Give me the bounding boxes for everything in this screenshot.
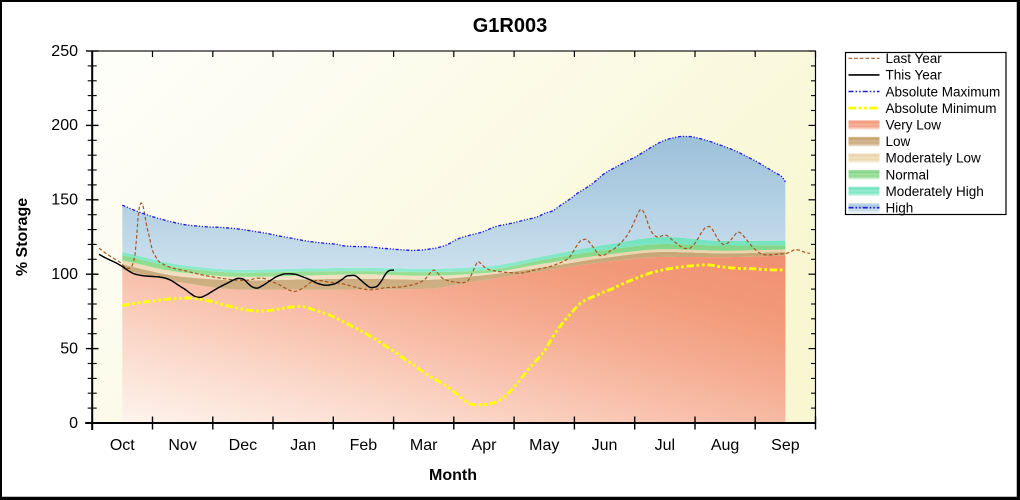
svg-text:Mar: Mar [410,437,438,454]
svg-text:G1R003: G1R003 [473,15,548,37]
svg-text:Absolute Maximum: Absolute Maximum [886,84,1001,99]
svg-text:Jul: Jul [655,437,675,454]
svg-text:150: 150 [51,192,78,209]
svg-text:50: 50 [60,340,78,357]
svg-text:Jun: Jun [592,437,618,454]
svg-text:0: 0 [69,415,78,432]
svg-text:This Year: This Year [886,68,943,83]
svg-text:Sep: Sep [771,437,800,454]
svg-text:Normal: Normal [886,167,930,182]
svg-text:Last Year: Last Year [886,51,943,66]
svg-text:100: 100 [51,266,78,283]
svg-text:Dec: Dec [229,437,257,454]
svg-text:Nov: Nov [168,437,196,454]
svg-text:% Storage: % Storage [14,198,31,276]
svg-text:Absolute Minimum: Absolute Minimum [886,101,997,116]
svg-text:Moderately Low: Moderately Low [886,151,982,166]
svg-text:Apr: Apr [472,437,498,454]
svg-text:Jan: Jan [290,437,316,454]
svg-text:250: 250 [51,43,78,60]
svg-text:200: 200 [51,117,78,134]
svg-text:Oct: Oct [110,437,135,454]
svg-text:High: High [886,201,914,216]
svg-text:May: May [529,437,559,454]
svg-text:Low: Low [886,134,911,149]
svg-text:Moderately High: Moderately High [886,184,984,199]
svg-text:Very Low: Very Low [886,118,942,133]
svg-text:Aug: Aug [711,437,739,454]
svg-text:Month: Month [429,467,477,484]
svg-text:Feb: Feb [350,437,378,454]
